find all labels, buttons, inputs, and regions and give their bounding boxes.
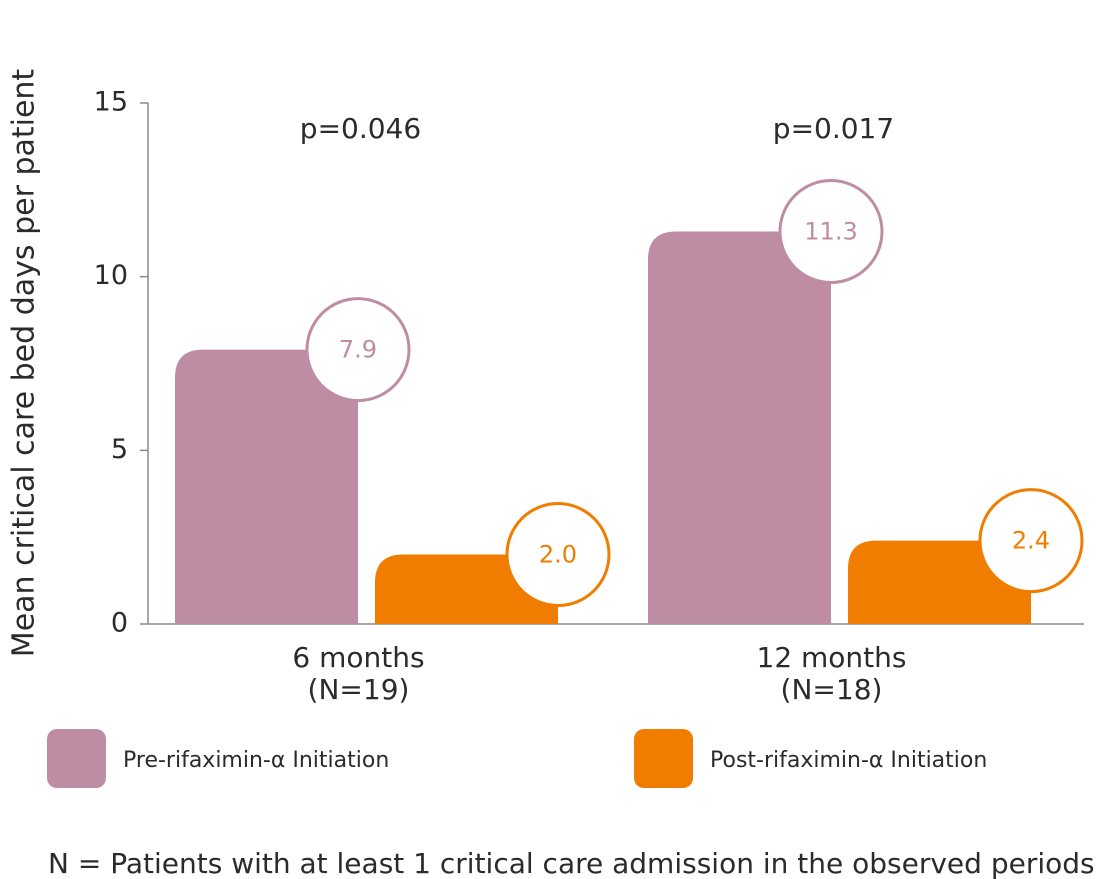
y-tick-label: 15 — [94, 87, 128, 118]
category-label: 12 months — [757, 641, 907, 674]
bar — [648, 231, 831, 624]
legend-swatch — [634, 729, 693, 788]
data-label-circle — [978, 488, 1084, 594]
data-label: 11.3 — [804, 218, 857, 246]
bars: 7.9 11.3 2.0 2.4 — [175, 179, 1084, 624]
data-label-circle — [778, 179, 884, 285]
legend-label: Pre-rifaximin-α Initiation — [123, 748, 389, 773]
p-value-label: p=0.046 — [300, 112, 421, 145]
category-sublabel: (N=18) — [781, 673, 883, 706]
y-ticks: 0 5 10 15 — [94, 87, 148, 639]
data-label: 2.0 — [539, 541, 577, 569]
p-value-label: p=0.017 — [773, 112, 894, 145]
bar — [175, 349, 358, 624]
data-label: 2.4 — [1012, 527, 1050, 555]
y-tick-label: 10 — [94, 260, 128, 291]
category-sublabel: (N=19) — [308, 673, 410, 706]
legend: Pre-rifaximin-α Initiation Post-rifaximin… — [47, 729, 987, 788]
legend-label: Post-rifaximin-α Initiation — [710, 748, 987, 773]
y-tick-label: 0 — [111, 608, 128, 639]
category-labels: p=0.046 6 months(N=19) p=0.017 12 months(N=… — [292, 112, 906, 706]
data-label: 7.9 — [339, 336, 377, 364]
y-tick-label: 5 — [111, 434, 128, 465]
data-label-circle — [505, 502, 611, 608]
legend-swatch — [47, 729, 106, 788]
footnote: N = Patients with at least 1 critical ca… — [48, 847, 1095, 879]
category-label: 6 months — [292, 641, 424, 674]
data-label-circle — [305, 297, 411, 403]
y-axis-label: Mean critical care bed days per patient — [7, 69, 42, 658]
